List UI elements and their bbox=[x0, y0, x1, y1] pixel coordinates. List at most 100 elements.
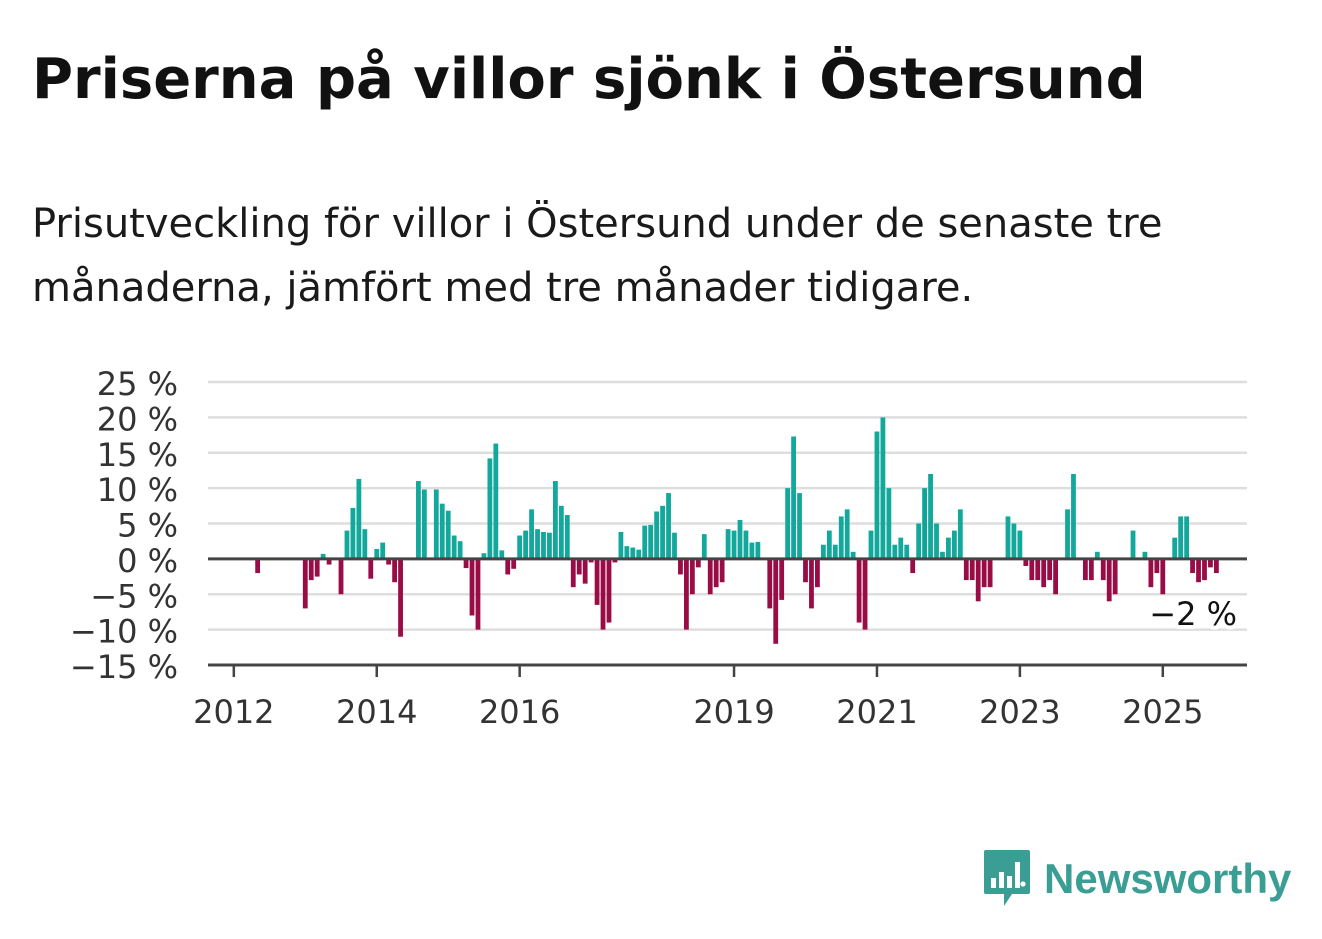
bar bbox=[862, 558, 868, 630]
bar bbox=[975, 558, 981, 602]
bar bbox=[255, 558, 261, 574]
bar bbox=[535, 529, 540, 559]
bar bbox=[731, 530, 737, 559]
bar bbox=[648, 524, 654, 559]
bar bbox=[1142, 551, 1148, 559]
bar bbox=[957, 509, 963, 559]
bar bbox=[684, 558, 689, 630]
bar bbox=[338, 558, 344, 595]
bar bbox=[1172, 537, 1178, 559]
bar bbox=[1065, 509, 1070, 559]
bar bbox=[719, 558, 725, 583]
bar bbox=[1190, 558, 1195, 574]
bar bbox=[1082, 558, 1088, 581]
bar bbox=[439, 503, 445, 559]
x-tick-label: 2019 bbox=[693, 693, 774, 731]
x-tick-label: 2016 bbox=[479, 693, 560, 731]
bar bbox=[475, 558, 481, 630]
chart-title: Priserna på villor sjönk i Östersund bbox=[32, 47, 1146, 112]
brand-name: Newsworthy bbox=[1044, 855, 1292, 902]
bar bbox=[618, 531, 624, 559]
bar bbox=[850, 551, 856, 559]
bar bbox=[856, 558, 862, 623]
bar bbox=[392, 558, 398, 583]
bar bbox=[1041, 558, 1047, 588]
bar bbox=[433, 489, 439, 559]
y-tick-label: 20 % bbox=[97, 400, 178, 438]
bar bbox=[368, 558, 374, 579]
bar bbox=[1148, 558, 1154, 588]
bar bbox=[606, 558, 612, 623]
bar bbox=[326, 558, 332, 565]
bar bbox=[1094, 551, 1100, 559]
bar bbox=[445, 510, 451, 559]
bar bbox=[803, 558, 808, 583]
bar bbox=[463, 558, 469, 569]
bar bbox=[362, 529, 368, 559]
bar bbox=[451, 535, 457, 559]
bar bbox=[1184, 516, 1190, 559]
bar bbox=[541, 531, 546, 559]
bar bbox=[743, 530, 749, 559]
bar bbox=[713, 558, 719, 588]
bar bbox=[612, 558, 618, 563]
bar bbox=[1047, 558, 1053, 581]
bar bbox=[1011, 523, 1017, 559]
bar bbox=[755, 541, 761, 559]
bar bbox=[511, 558, 517, 569]
bar bbox=[1005, 516, 1011, 559]
bar bbox=[797, 493, 802, 559]
chart-labels: 25 %20 %15 %10 %5 %0 %−5 %−10 %−15 % 2012… bbox=[70, 365, 1241, 731]
bar bbox=[844, 509, 850, 559]
bar bbox=[576, 558, 582, 575]
bar bbox=[1213, 558, 1219, 574]
bar bbox=[564, 515, 570, 559]
bar bbox=[356, 478, 362, 559]
bar bbox=[493, 443, 499, 559]
bar bbox=[1196, 558, 1201, 583]
bar bbox=[767, 558, 773, 609]
bar bbox=[928, 473, 933, 559]
bar bbox=[868, 530, 874, 559]
bar bbox=[987, 558, 993, 588]
bar bbox=[529, 509, 534, 559]
bar bbox=[1106, 558, 1112, 602]
chart-bars bbox=[255, 417, 1219, 644]
bar bbox=[457, 541, 463, 559]
bar bbox=[916, 523, 922, 559]
brand-logo: Newsworthy bbox=[982, 848, 1291, 910]
bar bbox=[469, 558, 475, 616]
bar bbox=[910, 558, 916, 574]
bar bbox=[320, 553, 326, 559]
bar bbox=[809, 558, 814, 609]
x-tick-label: 2014 bbox=[336, 693, 417, 731]
bar bbox=[725, 529, 731, 559]
bar bbox=[1100, 558, 1106, 581]
bar bbox=[481, 553, 487, 559]
chart-subtitle: Prisutveckling för villor i Östersund un… bbox=[32, 201, 1163, 311]
x-tick-label: 2021 bbox=[836, 693, 917, 731]
bar bbox=[1160, 558, 1166, 595]
y-tick-label: 5 % bbox=[117, 507, 178, 545]
bar bbox=[666, 493, 671, 559]
bar bbox=[582, 558, 588, 584]
bar bbox=[523, 530, 529, 559]
bar bbox=[1053, 558, 1059, 595]
bar bbox=[946, 537, 951, 559]
bar bbox=[904, 544, 910, 559]
last-value-label: −2 % bbox=[1149, 595, 1237, 633]
bar bbox=[302, 558, 308, 609]
bar bbox=[880, 417, 886, 559]
bar bbox=[308, 558, 314, 581]
bar bbox=[487, 458, 493, 559]
bar bbox=[820, 544, 826, 559]
bar bbox=[1017, 530, 1023, 559]
bar bbox=[499, 550, 505, 559]
bar bbox=[737, 519, 743, 559]
bar bbox=[815, 558, 820, 588]
bar bbox=[350, 507, 356, 559]
bar bbox=[630, 547, 636, 559]
bar bbox=[374, 548, 380, 559]
bar bbox=[695, 558, 701, 568]
bar bbox=[922, 488, 927, 559]
